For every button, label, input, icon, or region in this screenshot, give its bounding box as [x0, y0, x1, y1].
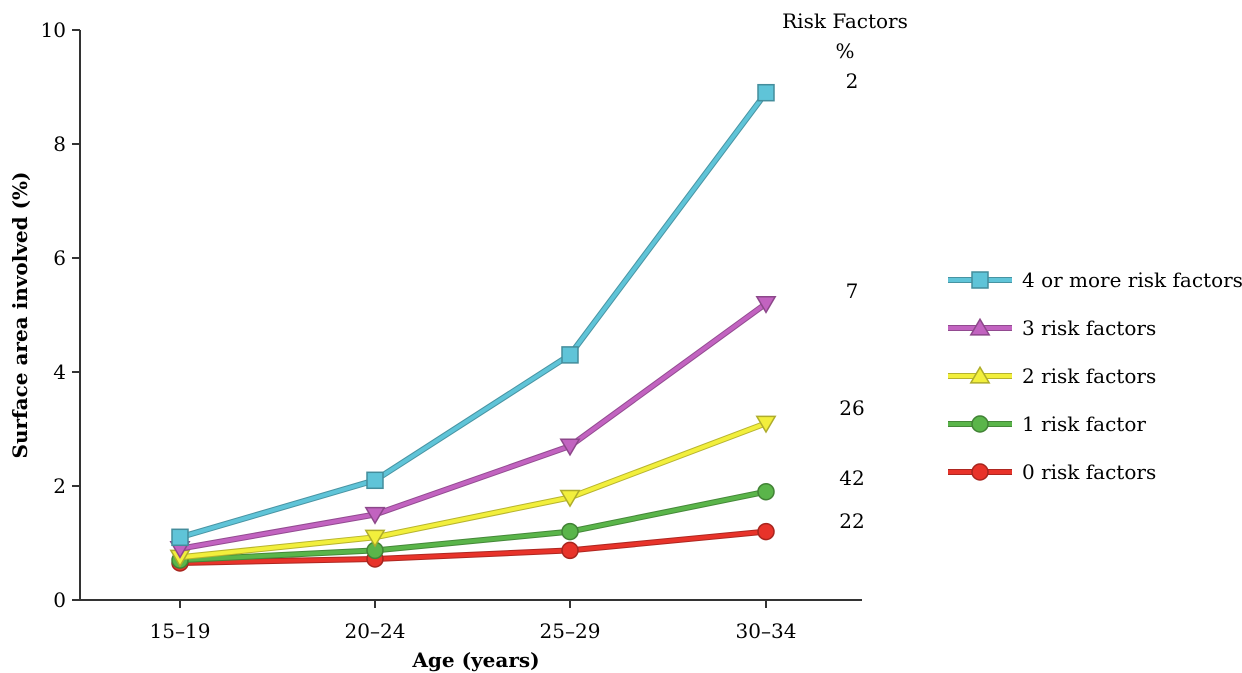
data-point: [561, 346, 579, 364]
data-point: [561, 541, 579, 560]
series-line: [179, 529, 767, 565]
y-tick-label: 4: [53, 360, 66, 384]
legend-label: 4 or more risk factors: [1022, 268, 1242, 292]
data-point: [757, 522, 775, 541]
legend-marker: [971, 271, 989, 289]
series-4-or-more-risk-factors: [171, 83, 775, 547]
data-point: [366, 471, 384, 490]
series-line: [179, 489, 767, 563]
legend-label: 0 risk factors: [1022, 460, 1156, 484]
legend-label: 2 risk factors: [1022, 364, 1156, 388]
y-tick-label: 2: [53, 474, 66, 498]
y-tick-label: 8: [53, 132, 66, 156]
legend-item: 3 risk factors: [948, 316, 1156, 340]
axes: [79, 30, 862, 601]
data-point: [755, 415, 777, 434]
risk-percent-label: 22: [839, 509, 864, 533]
risk-percent-labels: 2 7 26 42 22: [839, 69, 864, 533]
legend-label: 3 risk factors: [1022, 316, 1156, 340]
legend-marker: [971, 463, 989, 481]
x-ticks: 15–19 20–24 25–29 30–34: [150, 600, 797, 643]
legend-label: 1 risk factor: [1022, 412, 1146, 436]
risk-factors-header: Risk Factors: [782, 9, 908, 33]
data-point: [755, 295, 777, 314]
series-line: [179, 91, 768, 540]
y-ticks: 0 2 4 6 8 10: [41, 18, 80, 612]
legend: 4 or more risk factors 3 risk factors 2 ri…: [948, 268, 1242, 484]
data-point: [757, 482, 775, 501]
x-axis-title: Age (years): [411, 648, 539, 672]
y-tick-label: 6: [53, 246, 66, 270]
legend-marker: [969, 365, 991, 384]
risk-percent-label: 42: [839, 466, 864, 490]
data-point: [559, 438, 581, 457]
legend-item: 4 or more risk factors: [948, 268, 1242, 292]
y-axis-title: Surface area involved (%): [8, 171, 32, 458]
legend-marker: [969, 317, 991, 336]
series-3-risk-factors: [169, 295, 777, 559]
legend-marker: [971, 415, 989, 433]
data-point: [364, 506, 386, 525]
data-point: [171, 528, 189, 547]
legend-item: 2 risk factors: [948, 364, 1156, 388]
risk-percent-label: 26: [839, 396, 864, 420]
risk-percent-label: 2: [846, 69, 859, 93]
series-line: [179, 301, 768, 551]
data-point: [364, 529, 386, 548]
y-tick-label: 10: [41, 18, 66, 42]
data-point: [561, 522, 579, 541]
series-line: [179, 421, 767, 560]
series-layer: [169, 83, 777, 572]
series-line-shadow: [179, 90, 769, 541]
risk-percent-label: 7: [846, 279, 859, 303]
x-tick-label: 25–29: [540, 619, 601, 643]
series-2-risk-factors: [169, 415, 777, 568]
x-tick-label: 30–34: [736, 619, 797, 643]
data-point: [757, 83, 775, 102]
legend-item: 0 risk factors: [948, 460, 1156, 484]
x-tick-label: 20–24: [345, 619, 406, 643]
data-point: [559, 489, 581, 508]
x-tick-label: 15–19: [150, 619, 211, 643]
risk-factors-percent-header: %: [835, 39, 854, 63]
y-tick-label: 0: [53, 588, 66, 612]
legend-item: 1 risk factor: [948, 412, 1146, 436]
